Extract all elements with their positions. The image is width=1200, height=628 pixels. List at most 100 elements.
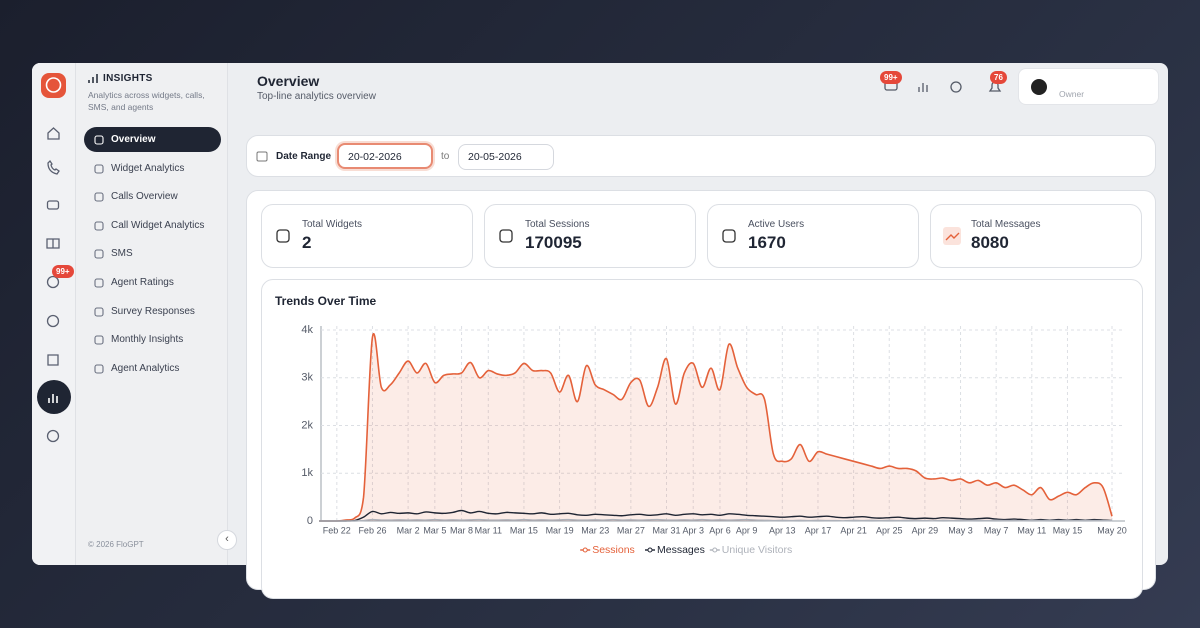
y-tick-label: 4k [301, 324, 313, 336]
x-tick-label: Mar 15 [510, 525, 538, 535]
chart-title: Trends Over Time [275, 294, 376, 308]
home-icon[interactable] [47, 127, 60, 140]
nav-icon [94, 249, 104, 259]
x-tick-label: Apr 17 [805, 525, 832, 535]
nav-item[interactable]: Agent Analytics [84, 356, 221, 381]
stat-label: Total Sessions [525, 219, 590, 230]
globe-icon[interactable] [46, 314, 60, 328]
nav-icon-shape [94, 192, 104, 202]
x-tick-label: Apr 3 [682, 525, 704, 535]
x-tick-label: Feb 22 [323, 525, 351, 535]
page-title: Overview [257, 73, 320, 89]
stat-label: Total Widgets [302, 219, 363, 230]
nav-item[interactable]: Agent Ratings [84, 270, 221, 295]
x-tick-label: May 20 [1097, 525, 1127, 535]
x-tick-label: Mar 19 [546, 525, 574, 535]
series-line [318, 333, 1113, 522]
settings-icon[interactable] [46, 429, 60, 443]
legend-swatch-dot [712, 547, 718, 553]
legend-label: Messages [657, 544, 705, 556]
legend-swatch-dot [647, 547, 653, 553]
x-tick-label: May 3 [948, 525, 973, 535]
stat-icon-shape [276, 229, 290, 243]
stat-value: 1670 [748, 233, 786, 252]
series-line [318, 518, 1113, 522]
user-role: Owner [1059, 89, 1085, 99]
stat-card [261, 204, 473, 268]
x-tick-label: Apr 25 [876, 525, 903, 535]
collapse-button[interactable]: ‹ [217, 530, 237, 550]
nav-item[interactable]: Survey Responses [84, 299, 221, 324]
x-tick-label: Apr 13 [769, 525, 796, 535]
y-tick-label: 1k [301, 467, 313, 479]
stat-card [930, 204, 1142, 268]
sidebar-title: INSIGHTS [103, 73, 153, 84]
nav-item[interactable]: Widget Analytics [84, 156, 221, 181]
stat-label: Total Messages [971, 219, 1041, 230]
date-from-input[interactable]: 20-02-2026 [337, 143, 433, 169]
nav-icon [94, 364, 104, 374]
stat-icon-shape [722, 229, 736, 243]
sidebar-description: Analytics across widgets, calls, SMS, an… [88, 90, 205, 112]
x-tick-label: Mar 31 [652, 525, 680, 535]
user-avatar [1031, 79, 1047, 95]
nav-icon [94, 221, 104, 231]
page-subtitle: Top-line analytics overview [257, 91, 376, 102]
legend-label: Unique Visitors [722, 544, 792, 556]
legend-label: Sessions [592, 544, 635, 556]
date-separator: to [441, 151, 450, 162]
x-tick-label: Mar 8 [450, 525, 473, 535]
logo [41, 73, 66, 98]
analytics-button[interactable] [918, 83, 928, 92]
nav-item[interactable]: Overview [84, 127, 221, 152]
date-to-input[interactable]: 20-05-2026 [458, 144, 554, 170]
y-tick-label: 2k [301, 419, 313, 431]
stat-label: Active Users [748, 219, 805, 230]
legend-item[interactable]: Sessions [580, 544, 635, 556]
support-icon[interactable] [46, 275, 60, 289]
active-rail-item[interactable] [37, 380, 71, 414]
x-tick-label: May 11 [1017, 525, 1046, 535]
series-area [319, 333, 1112, 521]
stat-value: 8080 [971, 233, 1009, 252]
chart: Trends Over Time 0 1k 2k 3k 4k Feb 22 Feb 26 Ma… [275, 294, 1127, 556]
x-tick-label: Mar 5 [423, 525, 446, 535]
nav-icon-shape [94, 249, 104, 259]
x-tick-label: Apr 29 [912, 525, 939, 535]
stat-icon-shape [499, 229, 513, 243]
messages-badge: 99+ [880, 71, 902, 84]
legend-item[interactable]: Unique Visitors [709, 544, 792, 556]
x-tick-label: May 15 [1053, 525, 1083, 535]
y-tick-label: 3k [301, 372, 313, 384]
x-tick-label: Mar 11 [475, 525, 502, 535]
nav-item[interactable]: Call Widget Analytics [84, 213, 221, 238]
nav-item[interactable]: Calls Overview [84, 184, 221, 209]
nav-item[interactable]: Monthly Insights [84, 327, 221, 352]
legend-swatch-dot [582, 547, 588, 553]
chat-icon[interactable] [46, 200, 60, 210]
sidebar-footer: © 2026 FloGPT [88, 540, 144, 549]
settings-button[interactable] [950, 81, 962, 93]
date-from: 20-02-2026 [348, 151, 402, 163]
nav-item[interactable]: SMS [84, 241, 221, 266]
nav-icon [94, 192, 104, 202]
plugin-icon[interactable] [47, 354, 59, 366]
x-tick-label: Mar 2 [397, 525, 420, 535]
notifications-badge: 76 [990, 71, 1007, 84]
icon-rail [32, 63, 76, 565]
legend-item[interactable]: Messages [645, 544, 705, 556]
nav-icon-shape [94, 164, 104, 174]
nav-icon [94, 307, 104, 317]
x-tick-label: Mar 27 [617, 525, 645, 535]
x-tick-label: Apr 6 [709, 525, 731, 535]
book-icon[interactable] [46, 238, 60, 249]
insights-icon [88, 74, 98, 83]
calendar-icon [256, 151, 268, 162]
phone-icon[interactable] [47, 159, 60, 175]
rail-icon-set [46, 127, 60, 443]
rail-badge: 99+ [52, 265, 74, 278]
nav-icon-shape [94, 364, 104, 374]
nav-icon [94, 135, 104, 145]
stat-value: 170095 [525, 233, 582, 252]
